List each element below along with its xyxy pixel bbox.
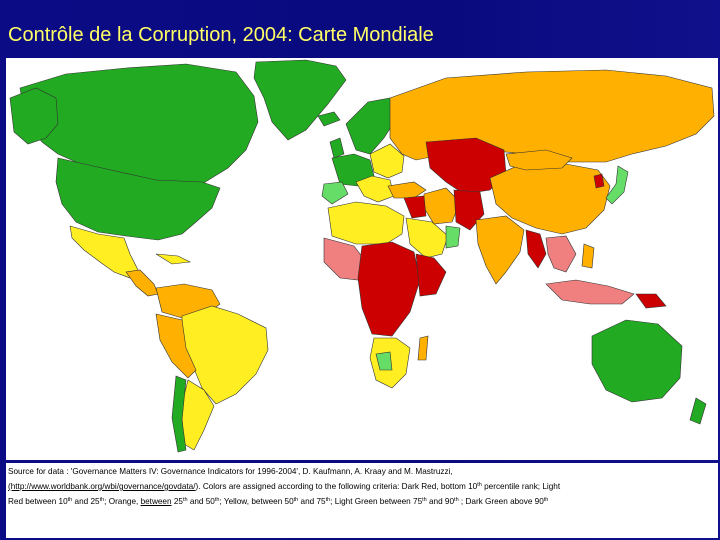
sup-th-2: th (67, 497, 73, 503)
criteria-part2: Red between 10 (8, 497, 68, 506)
sup-th-7: th (325, 497, 331, 503)
korea (593, 173, 605, 189)
criteria-part8: and 75 (300, 497, 326, 506)
criteria-part9: ; Light Green between 75 (330, 497, 423, 506)
peru-bolivia (155, 313, 197, 379)
mongolia (505, 149, 573, 171)
sup-th-3: th (99, 497, 105, 503)
slide-title: Contrôle de la Corruption, 2004: Carte M… (8, 24, 434, 46)
world-map-svg (9, 59, 715, 453)
southeast-asia (545, 235, 577, 273)
criteria-part11: ; Dark Green above 90 (460, 497, 544, 506)
alaska (9, 87, 59, 145)
oman-uae (445, 225, 461, 249)
central-asia (425, 137, 507, 195)
iceland (317, 111, 341, 127)
source-text: Source for data : 'Governance Matters IV… (8, 467, 453, 476)
italy-balkans (355, 175, 395, 203)
madagascar (417, 335, 429, 361)
criteria-part4: ; Orange, (104, 497, 139, 506)
greenland (253, 59, 347, 141)
central-africa (357, 241, 421, 337)
iraq-syria (403, 195, 427, 219)
philippines (581, 243, 595, 269)
north-africa (327, 201, 405, 245)
cuba (155, 253, 192, 265)
australia (591, 319, 683, 403)
japan (605, 165, 629, 205)
turkey (387, 181, 427, 199)
source-link-suffix: ). (195, 482, 201, 491)
eastern-europe (369, 143, 405, 179)
botswana (375, 351, 393, 371)
chile (171, 375, 187, 453)
central-america (125, 269, 159, 297)
sup-th-5: th (214, 497, 220, 503)
india (475, 215, 525, 285)
saudi-arabia (405, 217, 449, 259)
criteria-part6: and 50 (189, 497, 215, 506)
sup-th-8: th (422, 497, 427, 503)
indonesia (545, 279, 635, 305)
source-link[interactable]: (http://www.worldbank.org/wbi/governance… (8, 482, 196, 491)
bangladesh-myanmar (525, 229, 547, 269)
sup-th-10: th (543, 497, 549, 503)
criteria-part1: percentile rank; Light (484, 482, 561, 491)
uk (329, 137, 345, 159)
world-map (6, 58, 718, 460)
criteria-part10: and 90 (429, 497, 455, 506)
criteria-part3: and 25 (74, 497, 100, 506)
sup-th-6: th (293, 497, 299, 503)
source-caption: Source for data : 'Governance Matters IV… (6, 463, 718, 538)
sup-th-1: th (477, 482, 482, 488)
new-zealand (689, 397, 707, 425)
iberia (321, 181, 349, 205)
criteria-between: between (140, 497, 172, 506)
sup-th-4: th (182, 497, 188, 503)
criteria-part5: 25 (173, 497, 183, 506)
criteria-intro: Colors are assigned according to the fol… (202, 482, 478, 491)
usa (55, 157, 221, 241)
criteria-part7: ; Yellow, between 50 (219, 497, 294, 506)
sup-th-9: th (454, 497, 459, 503)
east-africa (415, 253, 447, 297)
papua-new-guinea (635, 293, 667, 309)
